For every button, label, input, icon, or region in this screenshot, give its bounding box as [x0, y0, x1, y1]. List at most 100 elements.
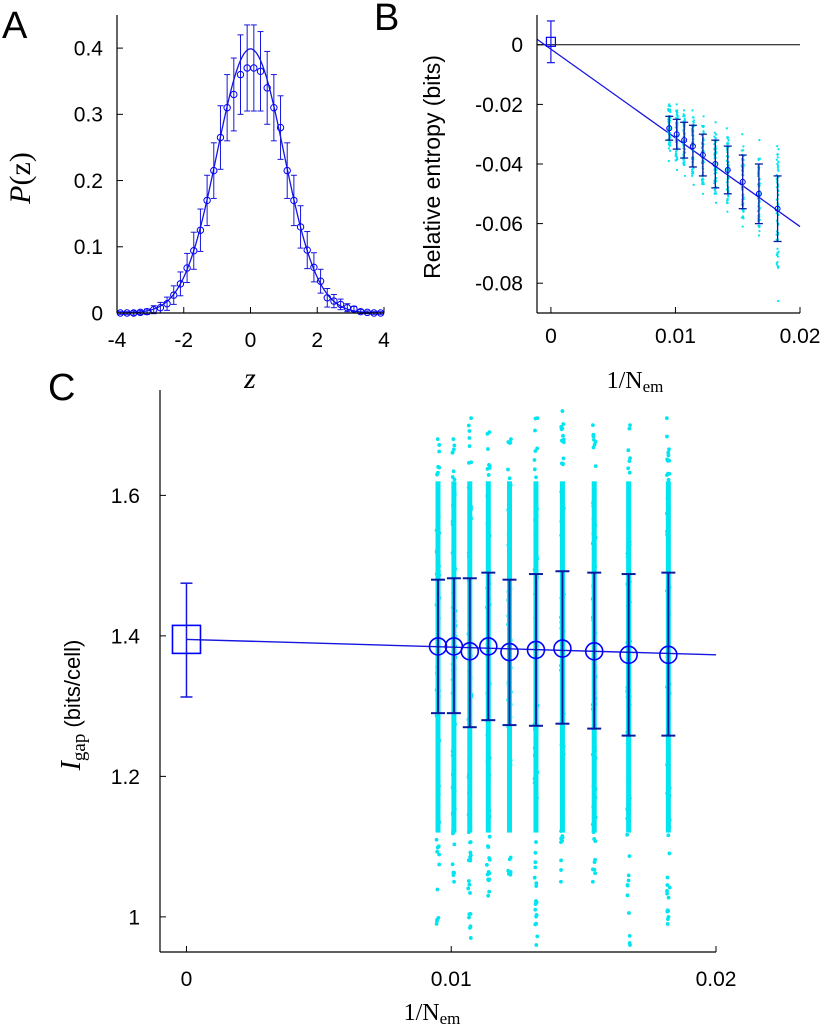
- panel-c-scatter-dot: [467, 460, 471, 465]
- panel-c-scatter-dot: [434, 922, 439, 926]
- panel-c-scatter-dot: [665, 491, 670, 495]
- panel-letter-a: A: [2, 5, 28, 47]
- panel-b-scatter-dot: [713, 131, 716, 134]
- panel-c-scatter-dot: [665, 891, 670, 896]
- panel-c-scatter-dot: [452, 477, 457, 482]
- panel-c-scatter-dot: [627, 426, 632, 431]
- panel-c-scatter-dot: [535, 506, 539, 511]
- panel-b-scatter-dot: [777, 266, 780, 269]
- panel-c-scatter-dot: [533, 765, 538, 769]
- panel-c-scatter-dot: [534, 475, 538, 480]
- panel-c-scatter-dot: [591, 531, 596, 536]
- panel-a-point: [270, 104, 278, 112]
- panel-b-scatter-dot: [727, 139, 730, 142]
- panel-c-scatter-dot: [559, 858, 563, 863]
- panel-c-xlabel-main: 1/N: [404, 1000, 440, 1026]
- panel-c-scatter-dot: [534, 921, 539, 926]
- panel-c-scatter-dot: [593, 439, 598, 444]
- panel-c-scatter-dot: [560, 808, 565, 813]
- panel-c-scatter-dot: [627, 569, 632, 574]
- panel-c-scatter-dot: [450, 520, 455, 525]
- panel-b-scatter-dot: [691, 168, 694, 171]
- panel-a-point: [256, 67, 265, 75]
- panel-c-scatter-dot: [561, 422, 566, 426]
- panel-c-scatter-dot: [508, 762, 513, 767]
- panel-c-scatter-dot: [626, 794, 631, 799]
- panel-c-scatter-dot: [625, 741, 630, 746]
- panel-c-scatter-dot: [666, 453, 671, 458]
- panel-c-scatter-dot: [666, 521, 671, 525]
- panel-c-scatter-dot: [560, 835, 565, 840]
- panel-b-scatter-dot: [777, 148, 780, 151]
- panel-c-scatter-dot: [487, 756, 492, 760]
- panel-c-scatter-dot: [466, 423, 471, 428]
- panel-a-point: [223, 104, 231, 112]
- panel-b-mean-point: [681, 137, 688, 144]
- panel-c-scatter-dot: [591, 500, 595, 505]
- panel-b-scatter-dot: [715, 133, 718, 136]
- panel-c-scatter-dot: [450, 812, 455, 816]
- panel-b-scatter-dot: [700, 178, 704, 181]
- panel-c-scatter-dot: [506, 868, 511, 873]
- panel-b-scatter-dot: [727, 195, 730, 198]
- panel-c-scatter-dot: [437, 465, 442, 470]
- panel-c-scatter-dot: [533, 518, 537, 522]
- panel-c-scatter-dot: [559, 840, 563, 845]
- panel-b-scatter-dot: [726, 210, 729, 213]
- panel-c-scatter-dot: [665, 762, 669, 767]
- panel-c-scatter-dot: [506, 725, 511, 730]
- panel-c-scatter-dot: [666, 895, 671, 900]
- panel-c-scatter-dot: [666, 477, 671, 482]
- panel-b-scatter-dot: [691, 174, 694, 177]
- panel-c-scatter-dot: [467, 915, 471, 920]
- panel-c-scatter-dot: [665, 883, 670, 887]
- panel-c-scatter-dot: [560, 426, 565, 431]
- panel-c-scatter-dot: [437, 862, 442, 867]
- panel-c-scatter-dot: [451, 437, 456, 442]
- panel-c-scatter-dot: [507, 545, 512, 550]
- panel-c-scatter-dot: [590, 752, 595, 757]
- panel-c-scatter-dot: [486, 870, 491, 874]
- panel-c-scatter-dot: [507, 778, 512, 783]
- panel-b-scatter-dot: [758, 226, 761, 229]
- panel-c-scatter-dot: [437, 784, 441, 788]
- panel-c-data: [171, 409, 717, 947]
- panel-b-scatter-dot: [683, 160, 686, 163]
- panel-c-mean-point: [526, 640, 546, 660]
- panel-b-scatter-dot: [714, 121, 717, 124]
- panel-c-scatter-dot: [560, 785, 565, 790]
- panel-c-scatter-dot: [626, 781, 631, 786]
- panel-c-scatter-dot: [534, 732, 539, 737]
- panel-c-scatter-dot: [436, 804, 441, 809]
- panel-c-scatter-dot: [667, 785, 672, 790]
- panel-c-scatter-dot: [466, 830, 471, 835]
- panel-c-scatter-dot: [591, 516, 596, 521]
- panel-c-scatter-dot: [452, 443, 457, 448]
- panel-c-scatter-dot: [534, 524, 538, 529]
- panel-c-scatter-dot: [559, 558, 564, 562]
- panel-b-scatter-dot: [682, 113, 685, 116]
- panel-a-x-tick-label: 0: [245, 329, 257, 352]
- panel-c-scatter-dot: [434, 571, 439, 576]
- panel-c-scatter-dot: [435, 845, 440, 850]
- panel-c-scatter-dot: [592, 813, 597, 818]
- panel-b-scatter-dot: [714, 191, 717, 195]
- panel-c-scatter-dot: [436, 789, 441, 794]
- panel-c-scatter-dot: [590, 879, 595, 884]
- panel-c-scatter-dot: [486, 473, 491, 477]
- panel-a-point: [196, 226, 205, 234]
- panel-a-y-tick-label: 0.4: [74, 37, 104, 60]
- panel-c-scatter-dot: [466, 879, 471, 883]
- panel-a-y-tick-label: 0: [91, 302, 103, 325]
- panel-c-scatter-dot: [506, 532, 511, 537]
- panel-a-point: [336, 300, 345, 309]
- panel-c-x-tick-label: 0: [181, 968, 193, 991]
- panel-c-scatter-dot: [467, 429, 472, 433]
- panel-c-scatter-dot: [532, 875, 537, 880]
- panel-b-scatter-dot: [775, 263, 778, 266]
- panel-b-scatter-dot: [725, 201, 729, 204]
- panel-c-scatter-dot: [453, 566, 458, 571]
- panel-c-scatter-dot: [626, 545, 630, 550]
- panel-c-scatter-dot: [625, 551, 630, 556]
- panel-c-scatter-dot: [436, 777, 441, 782]
